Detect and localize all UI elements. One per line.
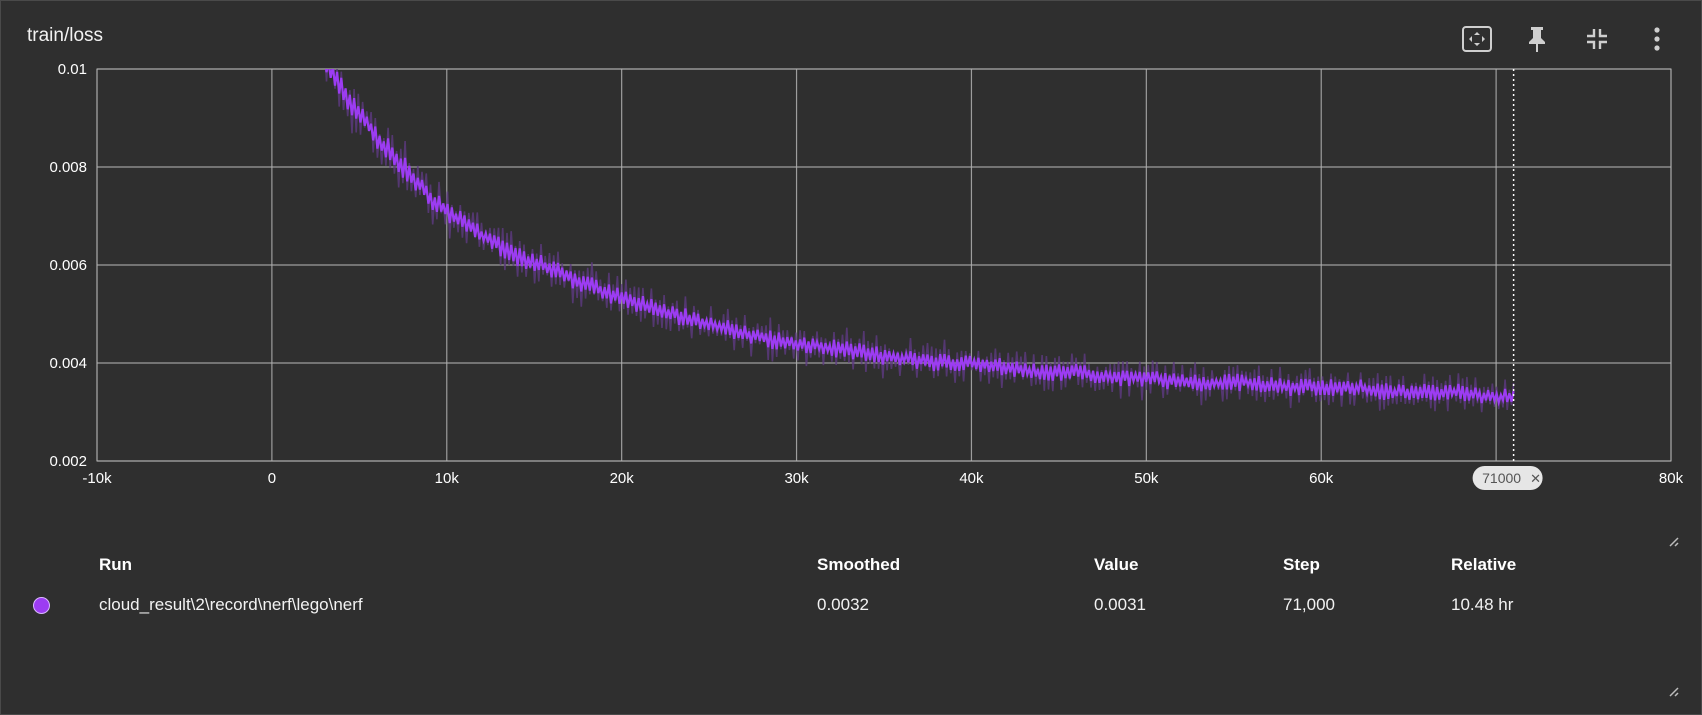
y-tick-label: 0.002: [49, 453, 87, 470]
x-tick-label: 60k: [1309, 470, 1334, 487]
collapse-button[interactable]: [1567, 19, 1627, 59]
header-run[interactable]: Run: [99, 555, 133, 574]
x-tick-label: 10k: [435, 470, 460, 487]
chart-area[interactable]: -10k010k20k30k40k50k60k70k80k0.0020.0040…: [1, 61, 1702, 541]
table-row: cloud_result\2\record\nerf\lego\nerf 0.0…: [1, 587, 1702, 623]
x-tick-label: 30k: [784, 470, 809, 487]
x-tick-label: 20k: [610, 470, 635, 487]
more-button[interactable]: [1627, 19, 1687, 59]
cell-smoothed: 0.0032: [817, 595, 869, 614]
cell-relative: 10.48 hr: [1451, 595, 1514, 614]
y-tick-label: 0.004: [49, 355, 87, 372]
header-step[interactable]: Step: [1283, 555, 1320, 574]
y-tick-label: 0.008: [49, 159, 87, 176]
run-color-swatch[interactable]: [33, 597, 50, 614]
x-tick-label: 0: [268, 470, 276, 487]
card-toolbar: [1447, 19, 1687, 59]
header-relative[interactable]: Relative: [1451, 555, 1517, 574]
plot-border: [96, 68, 1672, 462]
hover-step-chip: [1472, 466, 1543, 490]
y-tick-label: 0.01: [58, 61, 87, 78]
cell-run: cloud_result\2\record\nerf\lego\nerf: [99, 595, 363, 614]
data-table: Run Smoothed Value Step Relative cloud_r…: [1, 551, 1702, 623]
x-tick-label: 80k: [1659, 470, 1684, 487]
x-tick-label: 50k: [1134, 470, 1159, 487]
pin-icon: [1529, 27, 1545, 52]
cell-value: 0.0031: [1094, 595, 1146, 614]
fit-to-data-icon: [1462, 26, 1492, 52]
series-smoothed-line: [324, 69, 1515, 407]
cell-step: 71,000: [1283, 595, 1335, 614]
card-resize-handle[interactable]: [1667, 685, 1679, 697]
loss-line-chart[interactable]: -10k010k20k30k40k50k60k70k80k0.0020.0040…: [1, 61, 1702, 541]
header-value[interactable]: Value: [1094, 555, 1139, 574]
x-tick-label: 40k: [959, 470, 984, 487]
y-tick-label: 0.006: [49, 257, 87, 274]
hover-close-icon[interactable]: ✕: [1530, 472, 1541, 487]
fit-domain-button[interactable]: [1447, 19, 1507, 59]
pin-button[interactable]: [1507, 19, 1567, 59]
series-group: [324, 69, 1515, 413]
more-vert-icon: [1654, 27, 1660, 51]
table-header: Run Smoothed Value Step Relative: [1, 551, 1702, 587]
chart-resize-handle[interactable]: [1667, 535, 1679, 547]
header-smoothed[interactable]: Smoothed: [817, 555, 901, 574]
x-tick-label: -10k: [82, 470, 112, 487]
hover-step-label: 71000: [1482, 470, 1521, 486]
card-title: train/loss: [27, 25, 104, 46]
collapse-icon: [1587, 29, 1607, 49]
